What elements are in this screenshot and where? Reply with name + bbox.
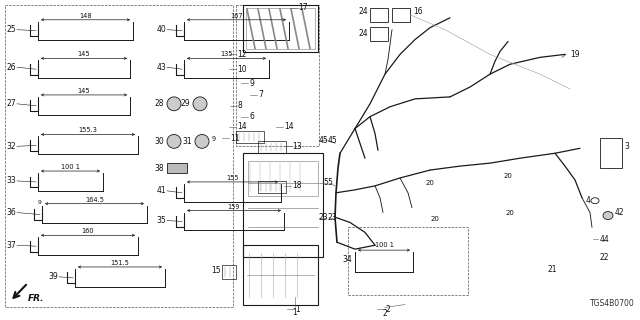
- Text: 42: 42: [615, 208, 625, 217]
- Text: 155.3: 155.3: [79, 127, 97, 133]
- Text: 5: 5: [323, 179, 328, 188]
- Ellipse shape: [603, 212, 613, 220]
- Text: 145: 145: [77, 88, 90, 94]
- Text: 155: 155: [226, 175, 239, 181]
- Text: 145: 145: [77, 51, 90, 57]
- Text: 100 1: 100 1: [374, 242, 394, 248]
- Ellipse shape: [193, 97, 207, 111]
- Text: 20: 20: [506, 210, 515, 216]
- Text: 1: 1: [295, 305, 300, 314]
- Text: 6: 6: [249, 112, 254, 121]
- Text: 9: 9: [37, 200, 41, 205]
- Text: 15: 15: [211, 267, 221, 276]
- Text: 21: 21: [547, 265, 557, 275]
- Text: 16: 16: [413, 7, 422, 16]
- Ellipse shape: [195, 134, 209, 148]
- Text: 34: 34: [342, 254, 352, 264]
- Text: 22: 22: [600, 252, 609, 261]
- Bar: [248, 161, 318, 196]
- Ellipse shape: [167, 97, 181, 111]
- Text: 23: 23: [327, 213, 337, 222]
- Text: 14: 14: [284, 122, 294, 131]
- Bar: [243, 153, 323, 257]
- Text: 39: 39: [48, 272, 58, 281]
- Text: 28: 28: [154, 99, 164, 108]
- Bar: [258, 181, 286, 193]
- Text: 160: 160: [82, 228, 94, 234]
- Text: FR.: FR.: [28, 294, 45, 303]
- Text: 135: 135: [220, 51, 233, 57]
- Bar: [348, 228, 468, 295]
- Text: 14: 14: [237, 122, 246, 131]
- Text: 32: 32: [6, 142, 16, 151]
- Ellipse shape: [167, 134, 181, 148]
- Text: 13: 13: [292, 142, 301, 151]
- Bar: [246, 8, 315, 49]
- Text: 148: 148: [79, 13, 92, 19]
- Text: 18: 18: [292, 181, 301, 190]
- Text: 159: 159: [228, 204, 240, 210]
- Text: 2: 2: [385, 305, 390, 314]
- Text: 8: 8: [238, 101, 243, 110]
- Text: 24: 24: [358, 7, 368, 16]
- Text: 164.5: 164.5: [85, 197, 104, 203]
- Text: 9: 9: [212, 136, 216, 142]
- Text: 167: 167: [230, 13, 243, 19]
- Text: 2: 2: [383, 309, 387, 318]
- Text: 44: 44: [600, 235, 610, 244]
- Text: 4: 4: [586, 196, 591, 205]
- Text: 3: 3: [624, 142, 629, 151]
- Text: 40: 40: [156, 25, 166, 34]
- Bar: [243, 245, 318, 305]
- Text: 45: 45: [328, 136, 338, 145]
- Text: 12: 12: [237, 50, 246, 59]
- Text: 33: 33: [6, 176, 16, 185]
- Bar: [5, 5, 233, 307]
- Text: 23: 23: [318, 213, 328, 222]
- Text: 11: 11: [230, 134, 239, 143]
- Text: 27: 27: [6, 99, 16, 108]
- Text: 20: 20: [426, 180, 435, 186]
- Text: 10: 10: [237, 65, 246, 74]
- Text: 9: 9: [249, 78, 254, 88]
- Text: 29: 29: [180, 99, 190, 108]
- Bar: [236, 132, 264, 143]
- Text: 151.5: 151.5: [111, 260, 129, 266]
- Bar: [236, 5, 319, 146]
- Text: 19: 19: [570, 50, 580, 59]
- Text: 7: 7: [258, 91, 263, 100]
- Bar: [370, 8, 388, 22]
- Bar: [243, 5, 318, 52]
- Bar: [222, 265, 236, 279]
- Text: 41: 41: [156, 186, 166, 195]
- Text: 26: 26: [6, 63, 16, 72]
- Text: 17: 17: [298, 4, 308, 12]
- Text: 43: 43: [156, 63, 166, 72]
- Text: 35: 35: [156, 216, 166, 225]
- Text: 25: 25: [6, 25, 16, 34]
- Text: 38: 38: [154, 164, 164, 172]
- Text: 45: 45: [318, 136, 328, 145]
- Text: 30: 30: [154, 137, 164, 146]
- Bar: [370, 27, 388, 41]
- Text: 20: 20: [431, 217, 440, 222]
- Text: 37: 37: [6, 241, 16, 250]
- Bar: [167, 163, 187, 173]
- Text: 20: 20: [504, 173, 513, 179]
- Bar: [392, 8, 410, 22]
- Bar: [600, 139, 622, 168]
- Text: 31: 31: [182, 137, 192, 146]
- Bar: [258, 141, 286, 153]
- Text: 5: 5: [327, 179, 332, 188]
- Text: TGS4B0700: TGS4B0700: [590, 300, 635, 308]
- Text: 100 1: 100 1: [61, 164, 80, 170]
- Text: 36: 36: [6, 208, 16, 217]
- Text: 1: 1: [292, 308, 298, 317]
- Text: 24: 24: [358, 29, 368, 38]
